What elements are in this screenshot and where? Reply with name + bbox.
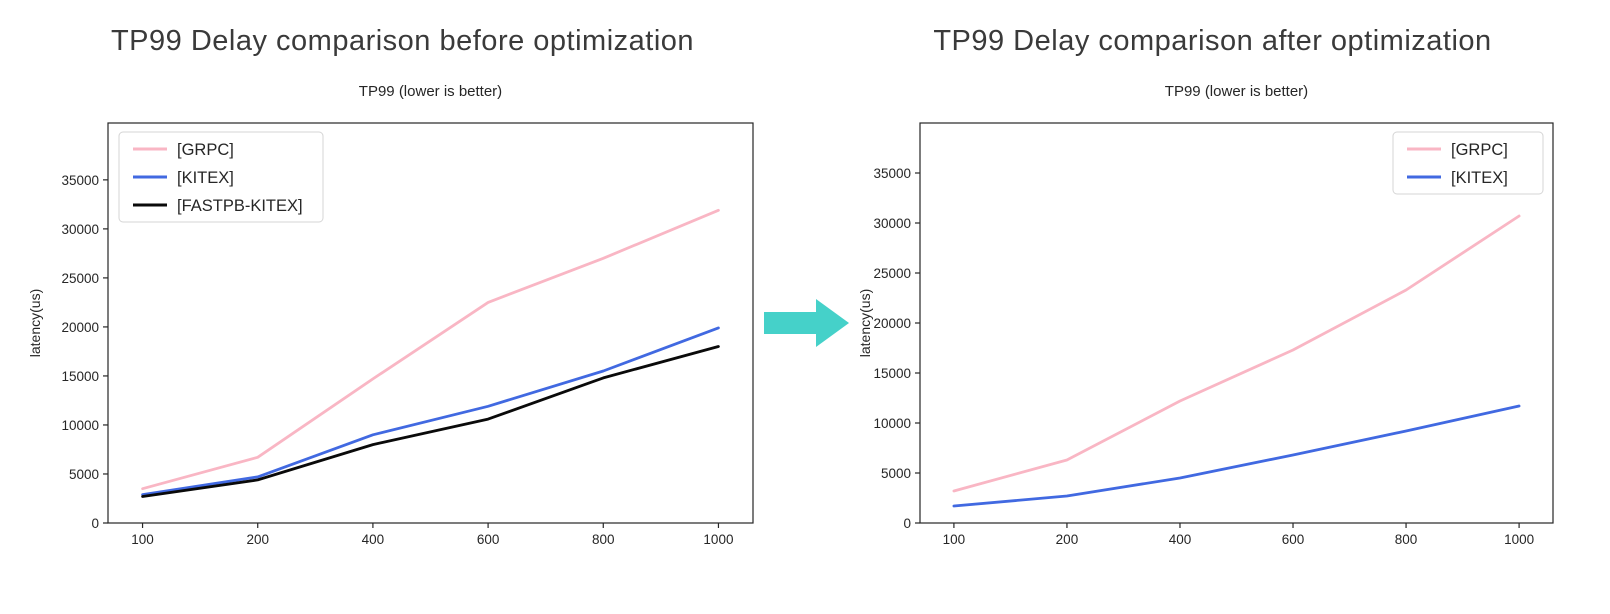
x-axis-label: concurrency <box>1197 551 1277 554</box>
y-tick-label: 35000 <box>61 173 99 188</box>
x-tick-label: 1000 <box>1504 532 1534 547</box>
y-tick-label: 0 <box>903 516 911 531</box>
legend: [GRPC] [KITEX] [FASTPB-KITEX] <box>118 131 324 223</box>
y-tick-label: 35000 <box>873 166 911 181</box>
x-tick-label: 400 <box>1169 532 1192 547</box>
right-arrow-icon <box>764 299 849 347</box>
x-tick-label: 800 <box>592 532 615 547</box>
legend: [GRPC] [KITEX] <box>1392 131 1544 195</box>
y-axis-label: latency(us) <box>857 289 873 357</box>
chart-title: TP99 (lower is better) <box>1165 83 1308 100</box>
y-tick-label: 5000 <box>69 467 99 482</box>
x-tick-label: 400 <box>362 532 385 547</box>
y-tick-label: 25000 <box>61 271 99 286</box>
y-axis: 0 5000 10000 15000 20000 25000 30000 35000 <box>873 166 920 531</box>
x-axis: 100 200 400 600 800 1000 <box>131 523 733 547</box>
y-tick-label: 0 <box>91 516 99 531</box>
y-tick-label: 25000 <box>873 266 911 281</box>
x-tick-label: 200 <box>246 532 269 547</box>
legend-label: [GRPC] <box>177 141 234 159</box>
y-tick-label: 20000 <box>61 320 99 335</box>
right-arrow-shape <box>764 299 849 347</box>
chart-before-optimization: TP99 (lower is better) 0 5000 10000 15000 200… <box>25 74 780 554</box>
x-tick-label: 1000 <box>703 532 733 547</box>
legend-box <box>118 131 324 223</box>
legend-label: [FASTPB-KITEX] <box>177 197 303 215</box>
legend-label: [GRPC] <box>1451 141 1508 159</box>
series-line-kitex <box>141 326 720 497</box>
y-tick-label: 30000 <box>61 222 99 237</box>
series-line-fastpb-kitex <box>141 345 720 498</box>
chart-title: TP99 (lower is better) <box>359 83 502 100</box>
series-line-grpc <box>141 208 720 491</box>
x-tick-label: 200 <box>1056 532 1079 547</box>
figure-before-heading: TP99 Delay comparison before optimizatio… <box>110 25 695 57</box>
figure-before-optimization: TP99 Delay comparison before optimizatio… <box>25 25 780 554</box>
y-tick-label: 10000 <box>61 418 99 433</box>
y-axis-label: latency(us) <box>27 289 43 357</box>
figure-after-optimization: TP99 Delay comparison after optimization… <box>855 25 1570 554</box>
y-tick-label: 15000 <box>61 369 99 384</box>
legend-label: [KITEX] <box>1451 169 1508 187</box>
x-tick-label: 800 <box>1395 532 1418 547</box>
plot-frame <box>107 122 754 524</box>
y-tick-label: 15000 <box>873 366 911 381</box>
x-axis: 100 200 400 600 800 1000 <box>943 523 1534 547</box>
chart-after-optimization: TP99 (lower is better) 0 5000 10000 15000 200… <box>855 74 1570 554</box>
series-line-kitex <box>952 404 1521 508</box>
y-tick-label: 20000 <box>873 316 911 331</box>
legend-label: [KITEX] <box>177 169 234 187</box>
y-tick-label: 5000 <box>881 466 911 481</box>
chart-svg: TP99 (lower is better) 0 5000 10000 15000 200… <box>857 83 1554 554</box>
x-tick-label: 100 <box>131 532 154 547</box>
y-axis: 0 5000 10000 15000 20000 25000 30000 35000 <box>61 173 108 531</box>
y-tick-label: 10000 <box>873 416 911 431</box>
x-tick-label: 600 <box>477 532 500 547</box>
series-line-grpc <box>952 214 1521 493</box>
chart-svg: TP99 (lower is better) 0 5000 10000 15000 200… <box>27 83 754 554</box>
figure-after-heading: TP99 Delay comparison after optimization <box>933 25 1492 57</box>
x-tick-label: 600 <box>1282 532 1305 547</box>
x-tick-label: 100 <box>943 532 966 547</box>
x-axis-label: concurrency <box>391 551 471 554</box>
y-tick-label: 30000 <box>873 216 911 231</box>
